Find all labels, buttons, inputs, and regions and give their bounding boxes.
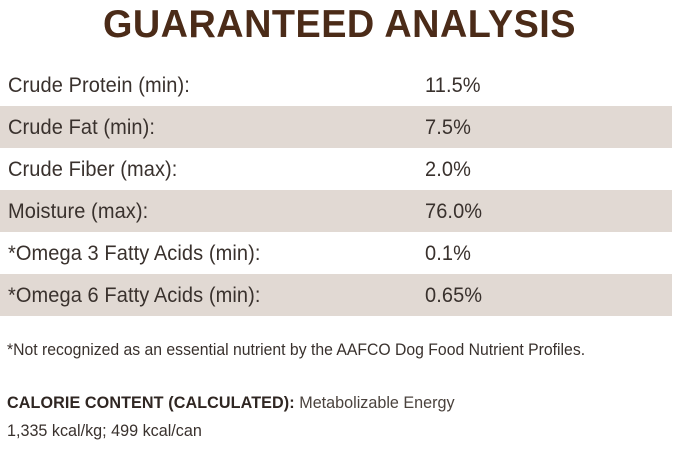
table-row: *Omega 3 Fatty Acids (min): 0.1%	[0, 232, 672, 274]
guaranteed-analysis-table: Crude Protein (min): 11.5% Crude Fat (mi…	[0, 64, 679, 316]
nutrient-value: 76.0%	[425, 199, 483, 223]
table-row: Crude Protein (min): 11.5%	[0, 64, 672, 106]
nutrient-value: 7.5%	[425, 115, 471, 139]
nutrient-value: 0.65%	[425, 283, 483, 307]
nutrient-value: 0.1%	[425, 241, 471, 265]
table-row: Moisture (max): 76.0%	[0, 190, 672, 232]
nutrient-label: Moisture (max):	[8, 199, 149, 223]
nutrient-label: Crude Protein (min):	[8, 73, 190, 97]
nutrient-label: Crude Fat (min):	[8, 115, 156, 139]
nutrient-value: 11.5%	[425, 73, 481, 97]
page-title: GUARANTEED ANALYSIS	[102, 3, 577, 46]
nutrient-value: 2.0%	[425, 157, 471, 181]
nutrient-label: *Omega 3 Fatty Acids (min):	[8, 241, 261, 265]
nutrient-label: *Omega 6 Fatty Acids (min):	[8, 283, 261, 307]
calorie-content-values: 1,335 kcal/kg; 499 kcal/can	[7, 421, 202, 440]
aafco-footnote: *Not recognized as an essential nutrient…	[7, 341, 586, 359]
table-row: Crude Fiber (max): 2.0%	[0, 148, 672, 190]
calorie-content-block: CALORIE CONTENT (CALCULATED): Metaboliza…	[7, 392, 677, 442]
metabolizable-energy-label: Metabolizable Energy	[299, 393, 455, 412]
table-row: *Omega 6 Fatty Acids (min): 0.65%	[0, 274, 672, 316]
nutrient-label: Crude Fiber (max):	[8, 157, 178, 181]
table-row: Crude Fat (min): 7.5%	[0, 106, 672, 148]
calorie-content-heading: CALORIE CONTENT (CALCULATED):	[7, 393, 295, 412]
calorie-content-line: CALORIE CONTENT (CALCULATED): Metaboliza…	[7, 392, 644, 414]
